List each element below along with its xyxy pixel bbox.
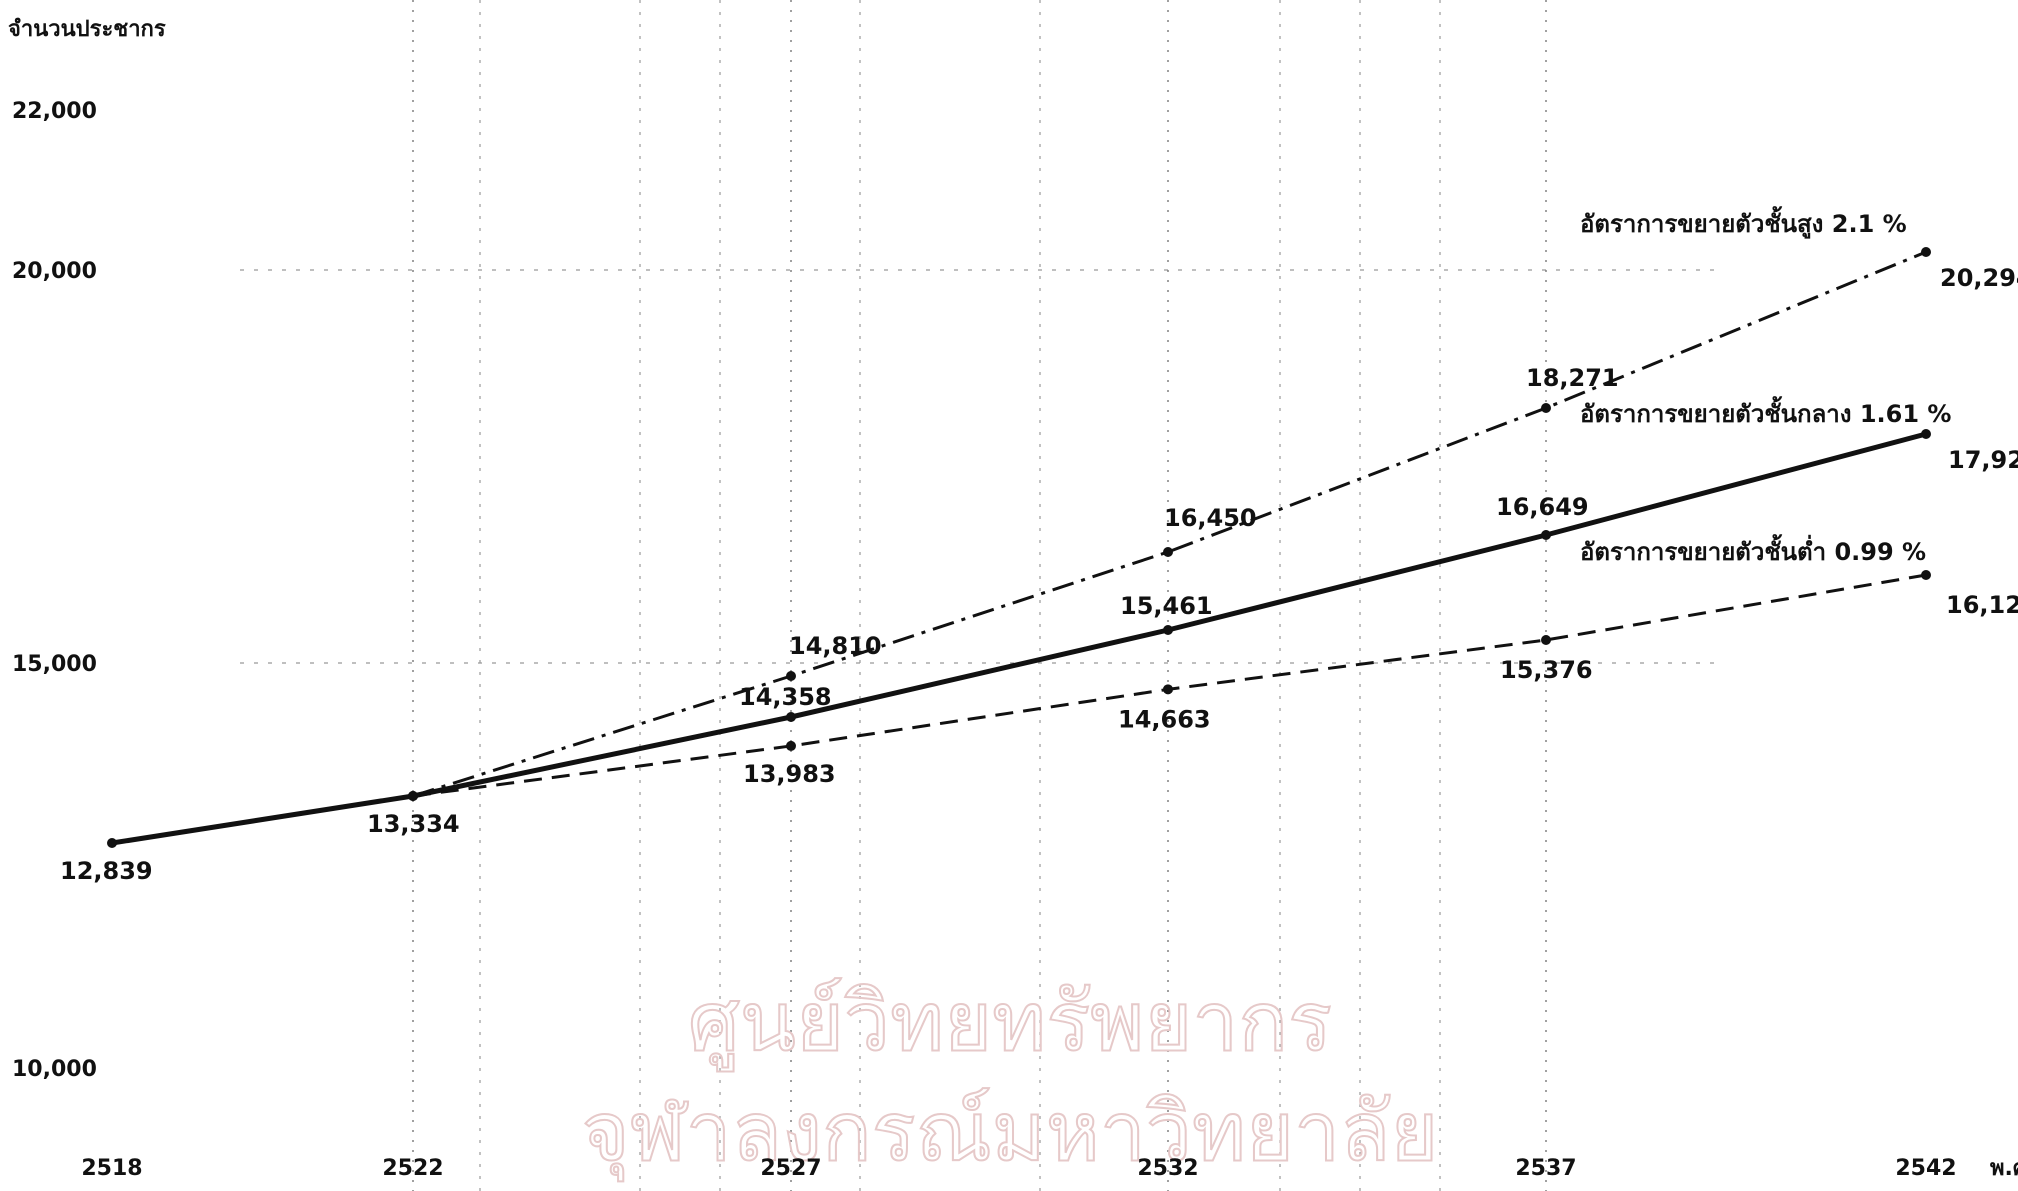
watermark-line-1: ศูนย์วิทยทรัพยากร <box>688 975 1332 1071</box>
series-name-label: อัตราการขยายตัวชั้นต่ำ 0.99 % <box>1580 533 1926 566</box>
data-point <box>107 838 117 848</box>
data-point <box>786 712 796 722</box>
data-label: 15,461 <box>1120 592 1213 620</box>
y-tick-label: 20,000 <box>12 259 97 284</box>
data-point <box>786 740 796 751</box>
data-label: 15,376 <box>1500 656 1593 684</box>
series-lines <box>107 247 1931 848</box>
data-point <box>1541 530 1551 540</box>
data-point <box>786 671 796 681</box>
data-point <box>408 791 418 801</box>
y-axis-title: จำนวนประชากร <box>8 17 166 42</box>
y-tick-label: 22,000 <box>12 99 97 124</box>
data-point <box>1163 684 1173 695</box>
data-point <box>1921 247 1931 257</box>
series-line-solid <box>111 431 1927 846</box>
y-tick-label: 15,000 <box>12 652 97 677</box>
data-label: 14,358 <box>739 683 832 711</box>
data-label: 13,334 <box>367 810 460 838</box>
data-point <box>1921 429 1931 439</box>
x-tick-label: 2527 <box>760 1156 821 1181</box>
data-label: 17,928 <box>1948 446 2018 474</box>
x-tick-labels: 2518 2522 2527 2532 2537 2542 <box>81 1156 1956 1181</box>
x-tick-label: 2532 <box>1137 1156 1198 1181</box>
x-tick-label: 2522 <box>382 1156 443 1181</box>
x-tick-label: 2537 <box>1515 1156 1576 1181</box>
series-line-dash-dot <box>412 250 1927 798</box>
grid-lines <box>240 0 1720 1191</box>
watermark: ศูนย์วิทยทรัพยากร จุฬาลงกรณ์มหาวิทยาลัย <box>581 974 1440 1183</box>
data-label: 14,810 <box>789 632 882 660</box>
series-names: อัตราการขยายตัวชั้นสูง 2.1 % อัตราการขยาย… <box>1580 205 1951 566</box>
data-label: 16,649 <box>1496 493 1589 521</box>
x-tick-label: 2542 <box>1895 1156 1956 1181</box>
data-label: 13,983 <box>743 760 836 788</box>
series-name-label: อัตราการขยายตัวชั้นสูง 2.1 % <box>1580 205 1907 239</box>
data-point <box>1163 625 1173 635</box>
data-label: 18,271 <box>1526 364 1619 392</box>
data-point <box>1921 570 1931 580</box>
data-point <box>1541 403 1551 413</box>
y-tick-label: 10,000 <box>12 1057 97 1082</box>
data-point <box>1163 547 1173 557</box>
data-label: 16,450 <box>1164 504 1257 532</box>
data-label: 20,294 <box>1940 264 2018 292</box>
y-tick-labels: 22,000 20,000 15,000 10,000 <box>12 99 97 1082</box>
series-name-label: อัตราการขยายตัวชั้นกลาง 1.61 % <box>1580 395 1951 428</box>
x-axis-unit: พ.ศ. <box>1990 1156 2018 1181</box>
data-label: 16,125 <box>1946 591 2018 619</box>
data-label: 12,839 <box>60 857 153 885</box>
watermark-line-2: จุฬาลงกรณ์มหาวิทยาลัย <box>582 1085 1439 1182</box>
x-tick-label: 2518 <box>81 1156 142 1181</box>
data-label: 14,663 <box>1118 705 1211 733</box>
data-point <box>1541 635 1551 645</box>
data-labels: 14,810 16,450 18,271 20,294 12,839 13,334 14,3… <box>60 264 2018 885</box>
